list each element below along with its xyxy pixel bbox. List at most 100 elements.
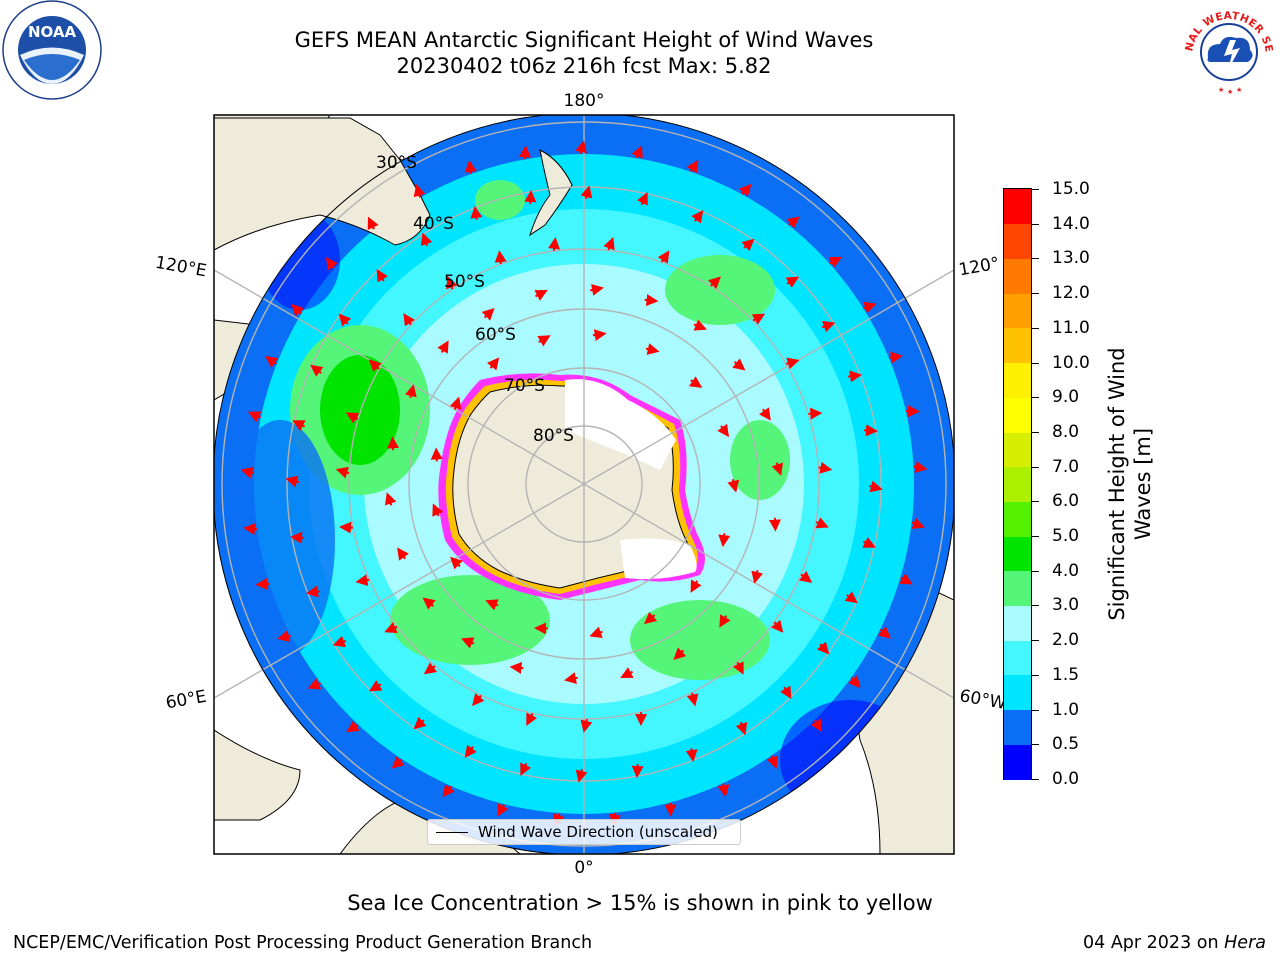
wind-wave-arrow — [770, 619, 784, 633]
colorbar-tick-label: 13.0 — [1052, 248, 1090, 269]
wind-wave-arrow — [751, 313, 766, 325]
colorbar-segment — [1004, 362, 1031, 398]
land-madagascar — [214, 729, 301, 821]
wind-wave-arrow — [718, 533, 731, 548]
colorbar-tick — [1032, 466, 1039, 468]
wind-wave-arrow — [339, 521, 353, 534]
wind-wave-arrow — [732, 358, 746, 371]
wind-wave-arrow — [391, 756, 405, 769]
wind-wave-arrow — [449, 396, 462, 411]
wind-wave-arrow — [719, 614, 731, 628]
wind-wave-arrow — [732, 661, 744, 675]
lon-label-120e: 120°E — [154, 253, 208, 282]
wind-wave-arrow — [590, 283, 604, 296]
svg-text:★: ★ — [1227, 88, 1233, 96]
colorbar-segment — [1004, 327, 1031, 364]
colorbar-segment — [1004, 674, 1031, 711]
colorbar-segment — [1004, 709, 1031, 745]
lon-label-60w: 60°W — [958, 686, 1008, 714]
wind-wave-arrow — [470, 206, 483, 220]
wind-wave-arrow — [686, 692, 699, 707]
colorbar-tick-label: 9.0 — [1052, 387, 1080, 408]
lat-label-30s: 30°S — [376, 153, 417, 173]
colorbar-tick — [1032, 709, 1039, 711]
wind-wave-arrow — [899, 573, 913, 585]
wind-wave-arrow — [786, 216, 800, 229]
wind-wave-arrow — [580, 185, 593, 200]
wave-patch-tasman — [475, 180, 525, 220]
wind-wave-arrow — [864, 424, 878, 437]
wave-patch-pacific — [665, 255, 775, 325]
sea-ice-note: Sea Ice Concentration > 15% is shown in … — [347, 891, 933, 915]
colorbar-tick-label: 12.0 — [1052, 283, 1090, 304]
colorbar-segment — [1004, 744, 1031, 780]
wave-patch-atlantic-2 — [630, 600, 770, 680]
lat-label-80s: 80°S — [533, 426, 574, 446]
colorbar-tick-label: 4.0 — [1052, 560, 1080, 581]
lon-line-60w — [583, 483, 954, 699]
legend-label: Wind Wave Direction (unscaled) — [478, 823, 718, 841]
wind-wave-arrow — [862, 536, 876, 548]
wind-wave-arrow — [345, 412, 360, 424]
wind-wave-arrow — [485, 599, 499, 611]
wind-wave-arrow — [771, 462, 783, 476]
colorbar-tick-label: 1.5 — [1052, 664, 1080, 685]
wind-wave-arrow — [848, 370, 862, 383]
wind-wave-arrow — [306, 585, 320, 598]
wind-wave-arrow — [575, 140, 587, 155]
wind-wave-arrow — [717, 423, 730, 438]
wind-wave-arrow — [631, 764, 644, 778]
colorbar-segment — [1004, 223, 1031, 259]
wind-wave-arrow — [785, 276, 800, 288]
wind-wave-arrow — [575, 768, 588, 783]
wind-wave-arrow — [738, 183, 752, 197]
lat-label-70s: 70°S — [504, 376, 545, 396]
wind-wave-arrow — [844, 591, 858, 604]
colorbar-tick-label: 7.0 — [1052, 456, 1080, 477]
wind-wave-arrow — [717, 783, 730, 798]
colorbar-segment — [1004, 640, 1031, 676]
wind-wave-arrow — [821, 320, 836, 333]
wind-wave-arrow — [290, 531, 304, 544]
colorbar-segment — [1004, 501, 1031, 537]
colorbar-tick — [1032, 258, 1039, 260]
colorbar-tick-label: 0.5 — [1052, 734, 1080, 755]
wind-wave-arrow — [291, 303, 304, 317]
colorbar-tick-label: 15.0 — [1052, 179, 1090, 199]
wind-wave-arrow — [631, 145, 643, 159]
wind-wave-arrow — [442, 784, 455, 798]
wind-wave-arrow — [385, 492, 397, 506]
wind-wave-arrow — [780, 685, 792, 700]
low-wave-patch-1 — [225, 420, 335, 660]
wind-wave-arrow — [368, 359, 382, 372]
wind-wave-arrow — [688, 376, 703, 388]
colorbar-tick-label: 14.0 — [1052, 213, 1090, 234]
wind-wave-arrow — [848, 675, 861, 689]
wind-wave-arrow — [450, 556, 463, 570]
wind-wave-arrow — [815, 517, 829, 529]
wind-wave-arrow — [592, 329, 607, 342]
wind-wave-arrow — [332, 635, 347, 648]
wind-wave-arrow — [741, 238, 755, 252]
colorbar-tick — [1032, 570, 1039, 572]
wind-wave-arrow — [368, 680, 383, 692]
wind-wave-arrow — [911, 517, 925, 529]
wind-wave-arrow — [735, 721, 748, 736]
wind-wave-arrow — [376, 268, 388, 283]
wind-wave-arrow — [620, 667, 634, 679]
lat-label-60s: 60°S — [475, 325, 516, 345]
wind-wave-arrow — [526, 712, 538, 726]
colorbar-tick-label: 11.0 — [1052, 317, 1090, 338]
colorbar-tick — [1032, 189, 1039, 190]
wind-wave-arrows — [240, 140, 928, 827]
legend-line-sample — [436, 832, 468, 833]
wind-wave-arrow — [423, 662, 438, 675]
wind-wave-arrow — [464, 159, 477, 174]
wind-wave-arrow — [437, 340, 449, 354]
wind-wave-arrow — [644, 611, 658, 625]
wind-wave-arrow — [799, 570, 813, 583]
wind-wave-arrow — [691, 210, 704, 224]
colorbar-tick — [1032, 744, 1039, 746]
wind-wave-arrow — [367, 216, 379, 231]
wind-wave-arrow — [693, 319, 707, 331]
